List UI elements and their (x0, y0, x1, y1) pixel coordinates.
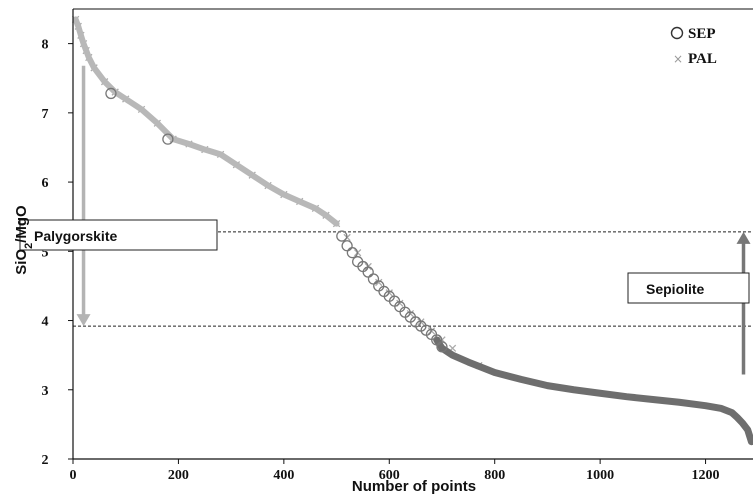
legend-pal-label: PAL (688, 51, 717, 67)
y-tick-label: 8 (42, 38, 49, 53)
sep-point (368, 274, 378, 284)
y-tick-label: 3 (42, 384, 49, 399)
palygorskite-annotation: Palygorskite (20, 220, 217, 250)
pal-dense-band (76, 19, 337, 223)
y-tick-label: 7 (42, 107, 49, 122)
x-tick-label: 200 (168, 468, 189, 483)
sep-point (363, 267, 373, 277)
sep-point (342, 241, 352, 251)
x-tick-label: 0 (70, 468, 77, 483)
x-tick-label: 1200 (692, 468, 720, 483)
legend: SEP × PAL (672, 26, 717, 67)
y-tick-label: 6 (42, 176, 49, 191)
x-axis-title: Number of points (352, 478, 476, 495)
legend-sep-label: SEP (688, 26, 716, 42)
legend-sep-marker (672, 28, 683, 39)
y-tick-label: 4 (42, 315, 49, 330)
sepiolite-label: Sepiolite (646, 281, 705, 297)
sep-dense-band (437, 340, 752, 442)
sep-point (347, 248, 357, 258)
legend-pal-marker: × (673, 52, 683, 66)
palygorskite-arrow-head (77, 314, 91, 326)
palygorskite-label: Palygorskite (34, 228, 117, 244)
sepiolite-arrow-head (737, 232, 751, 244)
x-tick-label: 800 (484, 468, 505, 483)
sepiolite-annotation: Sepiolite (628, 273, 749, 303)
x-tick-label: 400 (273, 468, 294, 483)
y-tick-label: 2 (42, 453, 49, 468)
x-tick-label: 1000 (586, 468, 614, 483)
